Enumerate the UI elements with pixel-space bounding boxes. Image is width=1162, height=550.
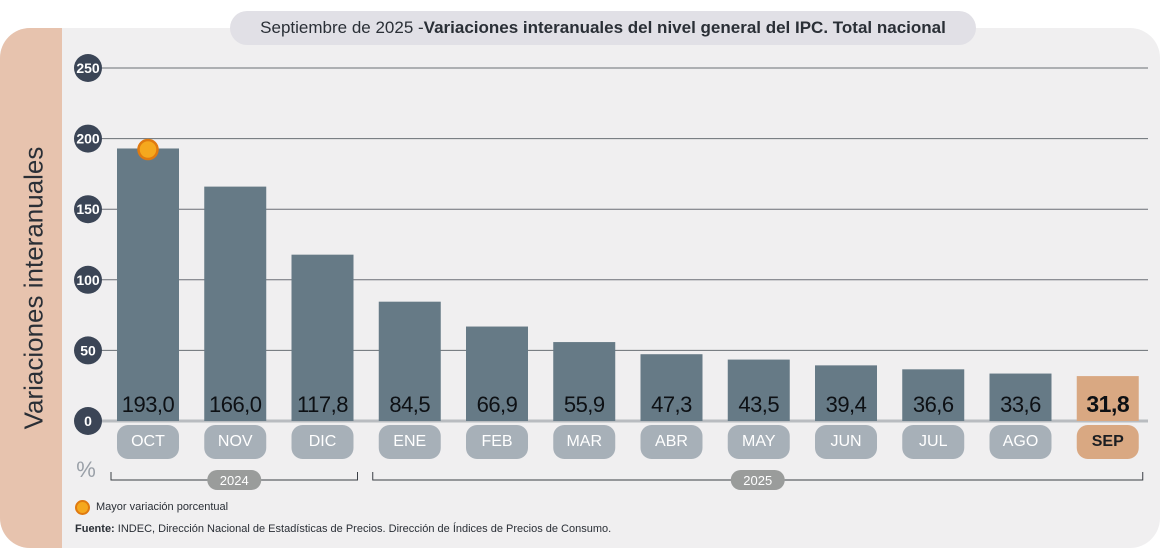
y-tick-badge (74, 407, 102, 435)
x-tick-pill (902, 425, 965, 459)
data-label: 166,0 (209, 392, 262, 417)
legend-label: Mayor variación porcentual (96, 501, 229, 513)
chart-title: Septiembre de 2025 - Variaciones interan… (230, 11, 976, 45)
y-tick-badge (74, 195, 102, 224)
x-tick-label: OCT (131, 433, 165, 450)
data-label: 55,9 (564, 392, 605, 417)
x-tick-label: MAR (566, 433, 602, 450)
chart-title-prefix: Septiembre de 2025 - (260, 18, 424, 37)
x-tick-pill (378, 425, 441, 459)
legend: Mayor variación porcentual (75, 498, 228, 516)
x-tick-pill (815, 425, 877, 459)
year-label: 2024 (220, 473, 249, 488)
x-tick-label: ENE (393, 433, 426, 450)
y-tick-badge (74, 124, 102, 153)
x-tick-label: AGO (1003, 433, 1039, 450)
y-tick-label: 100 (76, 272, 100, 288)
data-label: 39,4 (826, 392, 867, 417)
source-note: Fuente: INDEC, Dirección Nacional de Est… (75, 523, 611, 535)
y-tick-label: 50 (80, 342, 96, 358)
max-marker (137, 138, 159, 161)
y-tick-label: 250 (76, 60, 100, 76)
source-text: INDEC, Dirección Nacional de Estadística… (114, 523, 612, 535)
x-tick-label: FEB (481, 433, 512, 450)
bar (902, 369, 965, 421)
x-tick-label: NOV (218, 433, 253, 450)
y-tick-label: 200 (76, 131, 100, 147)
data-label: 31,8 (1086, 391, 1129, 417)
x-tick-pill (640, 425, 703, 459)
data-label: 193,0 (122, 392, 175, 417)
y-tick-label: 150 (76, 201, 100, 217)
bar (815, 365, 877, 421)
y-tick-badge (74, 54, 102, 82)
x-tick-pill (204, 425, 267, 459)
x-tick-pill (989, 425, 1052, 459)
y-tick-label: 0 (84, 413, 92, 429)
data-label: 33,6 (1000, 392, 1041, 417)
x-tick-label: JUN (830, 433, 861, 450)
bar (989, 373, 1052, 421)
y-axis-title-band (0, 28, 62, 548)
bar-highlight (1076, 376, 1139, 421)
year-pill (207, 470, 262, 490)
x-tick-pill (291, 425, 354, 459)
bar (378, 301, 441, 421)
data-label: 117,8 (297, 392, 348, 417)
x-tick-label: MAY (742, 433, 776, 450)
chart-panel (0, 28, 1160, 548)
year-label: 2025 (743, 473, 772, 488)
data-label: 66,9 (477, 392, 518, 417)
x-tick-pill (727, 425, 790, 459)
year-pill (730, 470, 785, 490)
x-tick-label: JUL (919, 433, 948, 450)
unit-label: % (76, 457, 96, 482)
y-tick-badge (74, 265, 102, 294)
data-label: 43,5 (738, 392, 779, 417)
max-marker-icon (75, 499, 90, 515)
source-label: Fuente: (75, 523, 115, 535)
bar (466, 326, 528, 421)
x-tick-pill (117, 425, 179, 459)
chart-title-main: Variaciones interanuales del nivel gener… (423, 18, 946, 37)
x-tick-label: ABR (655, 433, 688, 450)
bar (204, 186, 267, 421)
data-label: 36,6 (913, 392, 954, 417)
bar (291, 254, 354, 421)
x-tick-pill (1076, 425, 1139, 459)
bar (640, 354, 703, 421)
x-tick-pill (466, 425, 528, 459)
bar (117, 148, 179, 421)
data-label: 84,5 (389, 392, 430, 417)
bar (553, 342, 616, 421)
x-tick-label: SEP (1092, 433, 1124, 450)
y-tick-badge (74, 336, 102, 365)
data-label: 47,3 (651, 392, 692, 417)
x-tick-pill (553, 425, 616, 459)
bar (727, 359, 790, 421)
x-tick-label: DIC (309, 433, 337, 450)
